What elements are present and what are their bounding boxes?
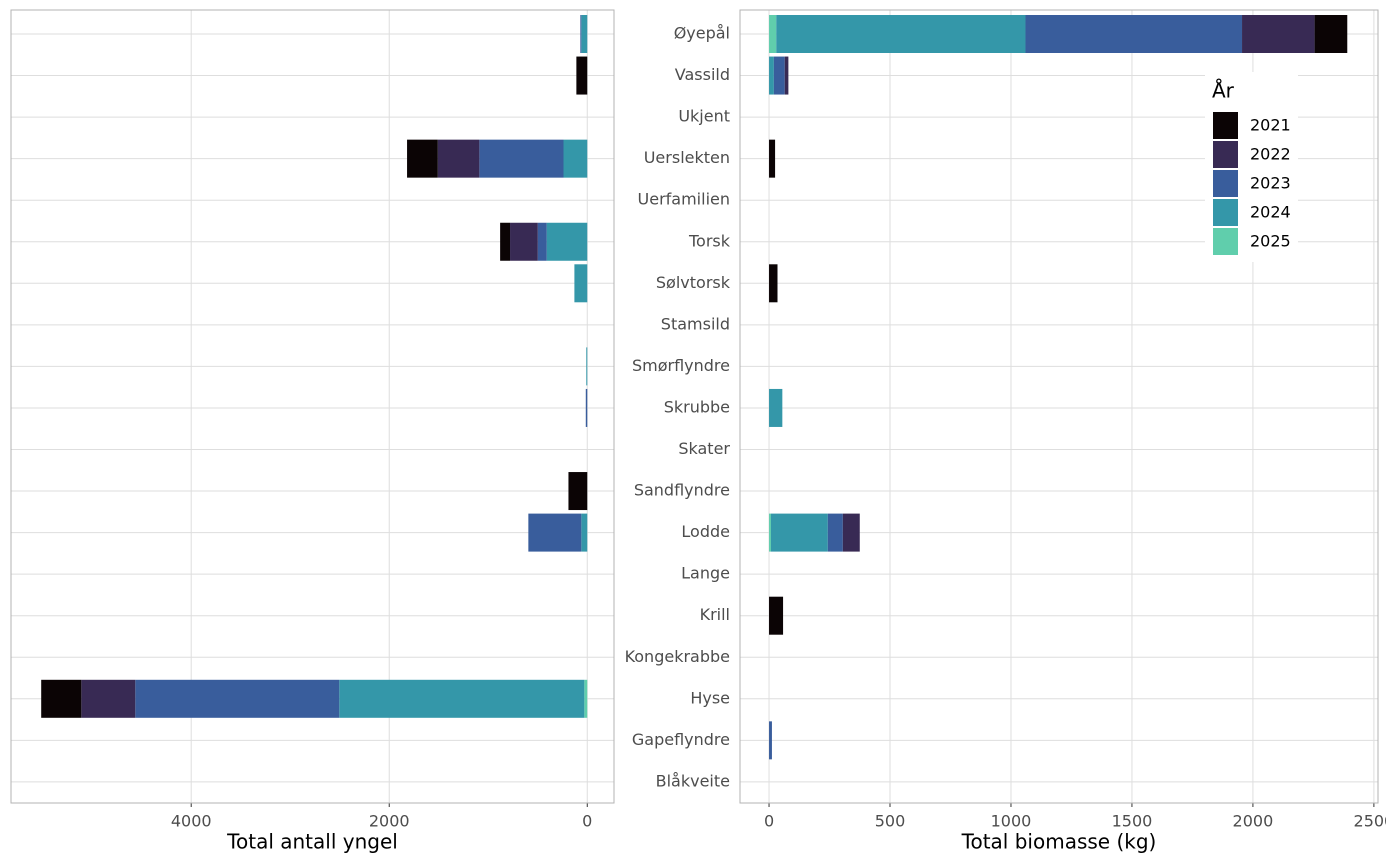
legend-key	[1213, 170, 1238, 197]
panel-border	[739, 9, 1379, 804]
y-tick-label: Gapeflyndre	[632, 730, 730, 749]
legend-key	[1213, 228, 1238, 255]
y-tick-label: Lodde	[681, 522, 730, 541]
bar-segment	[537, 222, 547, 261]
y-tick-label: Blåkveite	[656, 771, 730, 790]
bar-segment	[1242, 15, 1315, 53]
bar-segment	[1025, 15, 1243, 53]
bar-segment	[769, 388, 783, 427]
legend-key	[1213, 112, 1238, 139]
y-tick-label: Stamsild	[661, 314, 730, 333]
bar-segment	[437, 139, 480, 178]
bar-segment	[81, 679, 136, 718]
bar-segment	[574, 264, 588, 303]
y-tick-label: Sandflyndre	[634, 481, 730, 500]
legend-key	[1213, 141, 1238, 168]
bar-segment	[770, 513, 828, 552]
bar-segment	[1314, 15, 1348, 53]
plot-layer: 4000 2000 0 Total antall yngel 0 500 1000 1500 2…	[10, 9, 1386, 854]
bar-segment	[776, 15, 1026, 53]
bar-segment	[773, 56, 785, 95]
legend-label: 2024	[1250, 203, 1291, 222]
y-tick-label: Torsk	[688, 231, 731, 250]
legend-label: 2021	[1250, 116, 1291, 135]
y-tick-label: Sølvtorsk	[656, 273, 731, 292]
y-tick-label: Vassild	[675, 65, 730, 84]
y-tick-label: Uerslekten	[644, 148, 730, 167]
x-tick-label: 0	[764, 812, 774, 831]
bar-segment	[581, 513, 588, 552]
bar-segment	[769, 721, 772, 760]
y-tick-label: Lange	[681, 564, 730, 583]
bar-segment	[584, 679, 588, 718]
legend-label: 2025	[1250, 232, 1291, 251]
bar-segment	[769, 139, 776, 178]
x-tick-label: 2500	[1354, 812, 1386, 831]
bar-segment	[769, 513, 771, 552]
bar-segment	[510, 222, 538, 261]
legend-title: År	[1212, 79, 1235, 103]
bar-segment	[479, 139, 564, 178]
bar-segment	[576, 56, 588, 95]
legend-key	[1213, 199, 1238, 226]
bar-segment	[580, 15, 582, 53]
bar-segment	[528, 513, 582, 552]
bar-segment	[581, 15, 588, 53]
x-tick-label: 500	[875, 812, 906, 831]
bar-segment	[41, 679, 82, 718]
y-tick-label: Smørflyndre	[632, 356, 730, 375]
y-tick-label: Skrubbe	[664, 397, 730, 416]
x-tick-label: 0	[582, 812, 592, 831]
bar-segment	[769, 596, 784, 635]
bar-segment	[769, 15, 777, 53]
y-tick-label: Ukjent	[678, 107, 730, 126]
bar-segment	[827, 513, 843, 552]
bar-segment	[586, 347, 588, 386]
y-tick-label: Krill	[700, 605, 730, 624]
legend-label: 2023	[1250, 174, 1291, 193]
bar-segment	[769, 56, 774, 95]
bar-segment	[842, 513, 860, 552]
bar-segment	[769, 264, 778, 303]
bar-segment	[546, 222, 588, 261]
bar-segment	[784, 56, 789, 95]
y-tick-label: Kongekrabbe	[625, 647, 730, 666]
x-tick-label: 1000	[991, 812, 1032, 831]
x-tick-label: 2000	[369, 812, 410, 831]
panel-border	[10, 9, 615, 804]
y-tick-label: Øyepål	[674, 24, 730, 43]
bar-segment	[563, 139, 588, 178]
legend-label: 2022	[1250, 145, 1291, 164]
bar-segment	[135, 679, 340, 718]
x-axis-title: Total biomasse (kg)	[961, 830, 1157, 854]
bar-segment	[585, 388, 588, 427]
x-tick-label: 1500	[1112, 812, 1153, 831]
y-tick-label: Skater	[678, 439, 730, 458]
y-tick-label: Hyse	[690, 688, 730, 707]
x-tick-label: 4000	[171, 812, 212, 831]
x-axis-title: Total antall yngel	[226, 830, 398, 854]
bar-segment	[407, 139, 438, 178]
bar-segment	[568, 472, 588, 511]
y-tick-label: Uerfamilien	[638, 190, 730, 209]
bar-segment	[339, 679, 585, 718]
x-tick-label: 2000	[1233, 812, 1274, 831]
bar-segment	[500, 222, 511, 261]
